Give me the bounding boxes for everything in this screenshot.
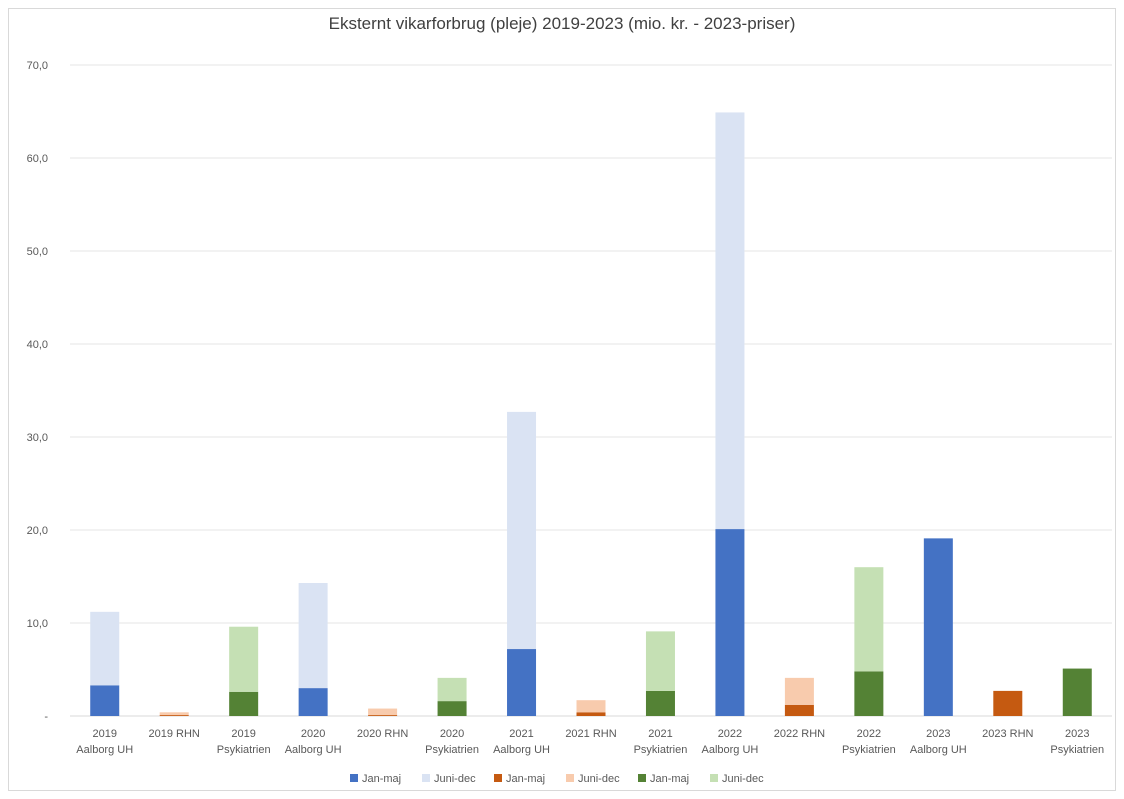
- bar-segment: [437, 701, 467, 716]
- x-tick-label: 2021 Psykiatrien: [634, 728, 688, 756]
- y-tick-label: 70,0: [27, 60, 48, 72]
- x-tick-label: 2019 Aalborg UH: [76, 728, 133, 756]
- y-tick-label: 30,0: [27, 432, 48, 444]
- legend-swatch: [638, 774, 646, 782]
- bar-segment: [90, 685, 120, 716]
- x-tick-label: 2021 Aalborg UH: [493, 728, 550, 756]
- legend-item: Jan-maj: [350, 773, 401, 785]
- legend-item: Juni-dec: [710, 773, 764, 785]
- bar-segment: [715, 529, 745, 716]
- bar-segment: [923, 538, 953, 716]
- bar-segment: [90, 611, 120, 686]
- legend-swatch: [350, 774, 358, 782]
- bar-segment: [298, 688, 328, 716]
- bar-segment: [645, 631, 675, 691]
- bar-segment: [229, 691, 259, 716]
- bar-segment: [298, 583, 328, 689]
- bar-segment: [576, 700, 606, 713]
- legend-swatch: [566, 774, 574, 782]
- grid-layer: [70, 64, 1112, 717]
- y-tick-labels: - 10,0 20,0 30,0 40,0 50,0 60,0 70,0: [27, 60, 49, 723]
- legend-swatch: [494, 774, 502, 782]
- legend-label: Juni-dec: [578, 773, 620, 785]
- legend-label: Jan-maj: [506, 773, 545, 785]
- y-tick-label: -: [44, 711, 48, 723]
- bar-segment: [159, 715, 189, 716]
- x-tick-label: 2021 RHN: [565, 728, 616, 740]
- y-tick-label: 10,0: [27, 618, 48, 630]
- legend-item: Jan-maj: [494, 773, 545, 785]
- y-tick-label: 60,0: [27, 153, 48, 165]
- legend-item: Juni-dec: [566, 773, 620, 785]
- legend-item: Jan-maj: [638, 773, 689, 785]
- x-tick-label: 2023 Psykiatrien: [1050, 728, 1104, 756]
- x-tick-label: 2020 Aalborg UH: [285, 728, 342, 756]
- bar-segment: [715, 112, 745, 530]
- x-tick-label: 2020 Psykiatrien: [425, 728, 479, 756]
- bar-segment: [854, 671, 884, 716]
- x-tick-labels: 2019 Aalborg UH 2019 RHN 2019 Psykiatrien 202…: [76, 728, 1104, 756]
- x-tick-label: 2023 RHN: [982, 728, 1033, 740]
- x-tick-label: 2020 RHN: [357, 728, 408, 740]
- bar-segment: [368, 708, 398, 716]
- legend-swatch: [422, 774, 430, 782]
- x-tick-label: 2019 Psykiatrien: [217, 728, 271, 756]
- bar-segment: [437, 677, 467, 702]
- bar-segment: [159, 712, 189, 716]
- bar-layer: [90, 112, 1092, 716]
- bar-segment: [507, 411, 537, 650]
- x-tick-label: 2022 Psykiatrien: [842, 728, 896, 756]
- legend-label: Juni-dec: [434, 773, 476, 785]
- bar-segment: [993, 690, 1023, 716]
- legend-label: Jan-maj: [362, 773, 401, 785]
- bar-segment: [645, 690, 675, 716]
- x-tick-label: 2022 RHN: [774, 728, 825, 740]
- legend-swatch: [710, 774, 718, 782]
- legend: Jan-maj Juni-dec Jan-maj Juni-dec Jan-maj Jun…: [350, 773, 764, 785]
- bar-segment: [854, 567, 884, 672]
- chart-title: Eksternt vikarforbrug (pleje) 2019-2023 …: [328, 14, 796, 33]
- bar-segment: [784, 704, 814, 716]
- legend-item: Juni-dec: [422, 773, 476, 785]
- legend-label: Juni-dec: [722, 773, 764, 785]
- bar-segment: [576, 712, 606, 716]
- x-tick-label: 2023 Aalborg UH: [910, 728, 967, 756]
- bar-segment: [229, 626, 259, 692]
- y-tick-label: 20,0: [27, 525, 48, 537]
- x-tick-label: 2019 RHN: [149, 728, 200, 740]
- y-tick-label: 50,0: [27, 246, 48, 258]
- bar-segment: [368, 715, 398, 716]
- bar-segment: [784, 677, 814, 705]
- x-tick-label: 2022 Aalborg UH: [702, 728, 759, 756]
- y-tick-label: 40,0: [27, 339, 48, 351]
- bar-segment: [507, 649, 537, 716]
- legend-label: Jan-maj: [650, 773, 689, 785]
- bar-segment: [1062, 668, 1092, 716]
